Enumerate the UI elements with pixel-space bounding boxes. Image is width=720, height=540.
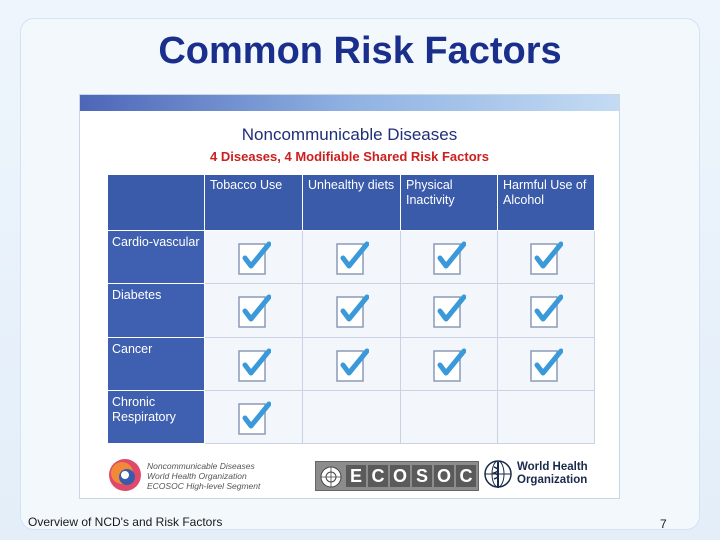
check-icon bbox=[335, 294, 369, 329]
column-header-alcohol: Harmful Use of Alcohol bbox=[497, 174, 595, 231]
check-icon bbox=[237, 241, 271, 275]
row-label: Cancer bbox=[107, 336, 205, 391]
logo-strip: Noncommunicable Diseases World Health Or… bbox=[107, 455, 594, 495]
who-emblem-icon bbox=[484, 460, 512, 488]
column-header-diets: Unhealthy diets bbox=[302, 174, 401, 231]
ncd-logo-line-1: Noncommunicable Diseases bbox=[147, 461, 255, 471]
ecosoc-letter: C bbox=[456, 465, 476, 487]
ecosoc-letter: O bbox=[434, 465, 454, 487]
column-header-tobacco: Tobacco Use bbox=[204, 174, 303, 231]
panel-title: Noncommunicable Diseases bbox=[241, 125, 458, 144]
ncd-image-panel: Noncommunicable Diseases 4 Diseases, 4 M… bbox=[79, 94, 620, 499]
ncd-logo-line-3: ECOSOC High-level Segment bbox=[147, 481, 261, 491]
matrix-cell bbox=[204, 229, 303, 285]
matrix-cell bbox=[400, 283, 498, 338]
column-header-physical: Physical Inactivity bbox=[400, 174, 498, 231]
matrix-cell bbox=[400, 229, 498, 285]
matrix-row: Diabetes bbox=[107, 283, 595, 338]
footer-text: Overview of NCD's and Risk Factors bbox=[28, 515, 223, 529]
matrix-cell bbox=[302, 389, 401, 445]
ncd-logo-line-2: World Health Organization bbox=[147, 471, 247, 481]
ecosoc-banner: E C O S O C bbox=[315, 461, 479, 491]
who-logo-text: World Health Organization bbox=[517, 461, 597, 487]
matrix-cell bbox=[400, 389, 498, 445]
matrix-cell bbox=[302, 229, 401, 285]
matrix-cell bbox=[497, 229, 595, 285]
check-icon bbox=[237, 348, 271, 382]
matrix-cell bbox=[204, 336, 303, 391]
matrix-row: Cancer bbox=[107, 336, 595, 391]
ecosoc-letter: E bbox=[346, 465, 366, 487]
matrix-cell bbox=[302, 336, 401, 391]
matrix-cell bbox=[302, 283, 401, 338]
check-icon bbox=[433, 348, 466, 382]
who-text-line-2: Organization bbox=[517, 474, 588, 486]
ecosoc-letter: O bbox=[390, 465, 410, 487]
row-label: Chronic Respiratory bbox=[107, 389, 205, 445]
matrix-cell bbox=[204, 283, 303, 338]
ecosoc-letter: C bbox=[368, 465, 388, 487]
check-icon bbox=[433, 294, 466, 329]
panel-top-bar bbox=[80, 95, 619, 111]
risk-factor-matrix: Tobacco Use Unhealthy diets Physical Ina… bbox=[107, 174, 595, 445]
row-label: Cardio-vascular bbox=[107, 229, 205, 285]
check-icon bbox=[237, 294, 271, 329]
ecosoc-letter: S bbox=[412, 465, 432, 487]
check-icon bbox=[237, 401, 271, 435]
check-icon bbox=[335, 348, 369, 382]
matrix-cell bbox=[497, 336, 595, 391]
page-number: 7 bbox=[660, 517, 667, 531]
slide-title: Common Risk Factors bbox=[158, 30, 562, 72]
panel-subtitle: 4 Diseases, 4 Modifiable Shared Risk Fac… bbox=[210, 149, 489, 164]
matrix-cell bbox=[204, 389, 303, 445]
who-text-line-1: World Health bbox=[517, 461, 588, 473]
row-label: Diabetes bbox=[107, 283, 205, 338]
check-icon bbox=[433, 241, 466, 275]
ncd-logo-icon bbox=[109, 459, 141, 491]
check-icon bbox=[335, 241, 369, 275]
check-icon bbox=[530, 241, 563, 275]
matrix-row: Chronic Respiratory bbox=[107, 389, 595, 445]
check-icon bbox=[530, 294, 563, 329]
matrix-row: Cardio-vascular bbox=[107, 229, 595, 285]
un-emblem-icon bbox=[320, 466, 342, 488]
check-icon bbox=[530, 348, 563, 382]
matrix-cell bbox=[497, 389, 595, 445]
matrix-corner bbox=[107, 174, 205, 231]
matrix-cell bbox=[497, 283, 595, 338]
matrix-cell bbox=[400, 336, 498, 391]
ncd-logo-text: Noncommunicable Diseases World Health Or… bbox=[147, 461, 297, 491]
